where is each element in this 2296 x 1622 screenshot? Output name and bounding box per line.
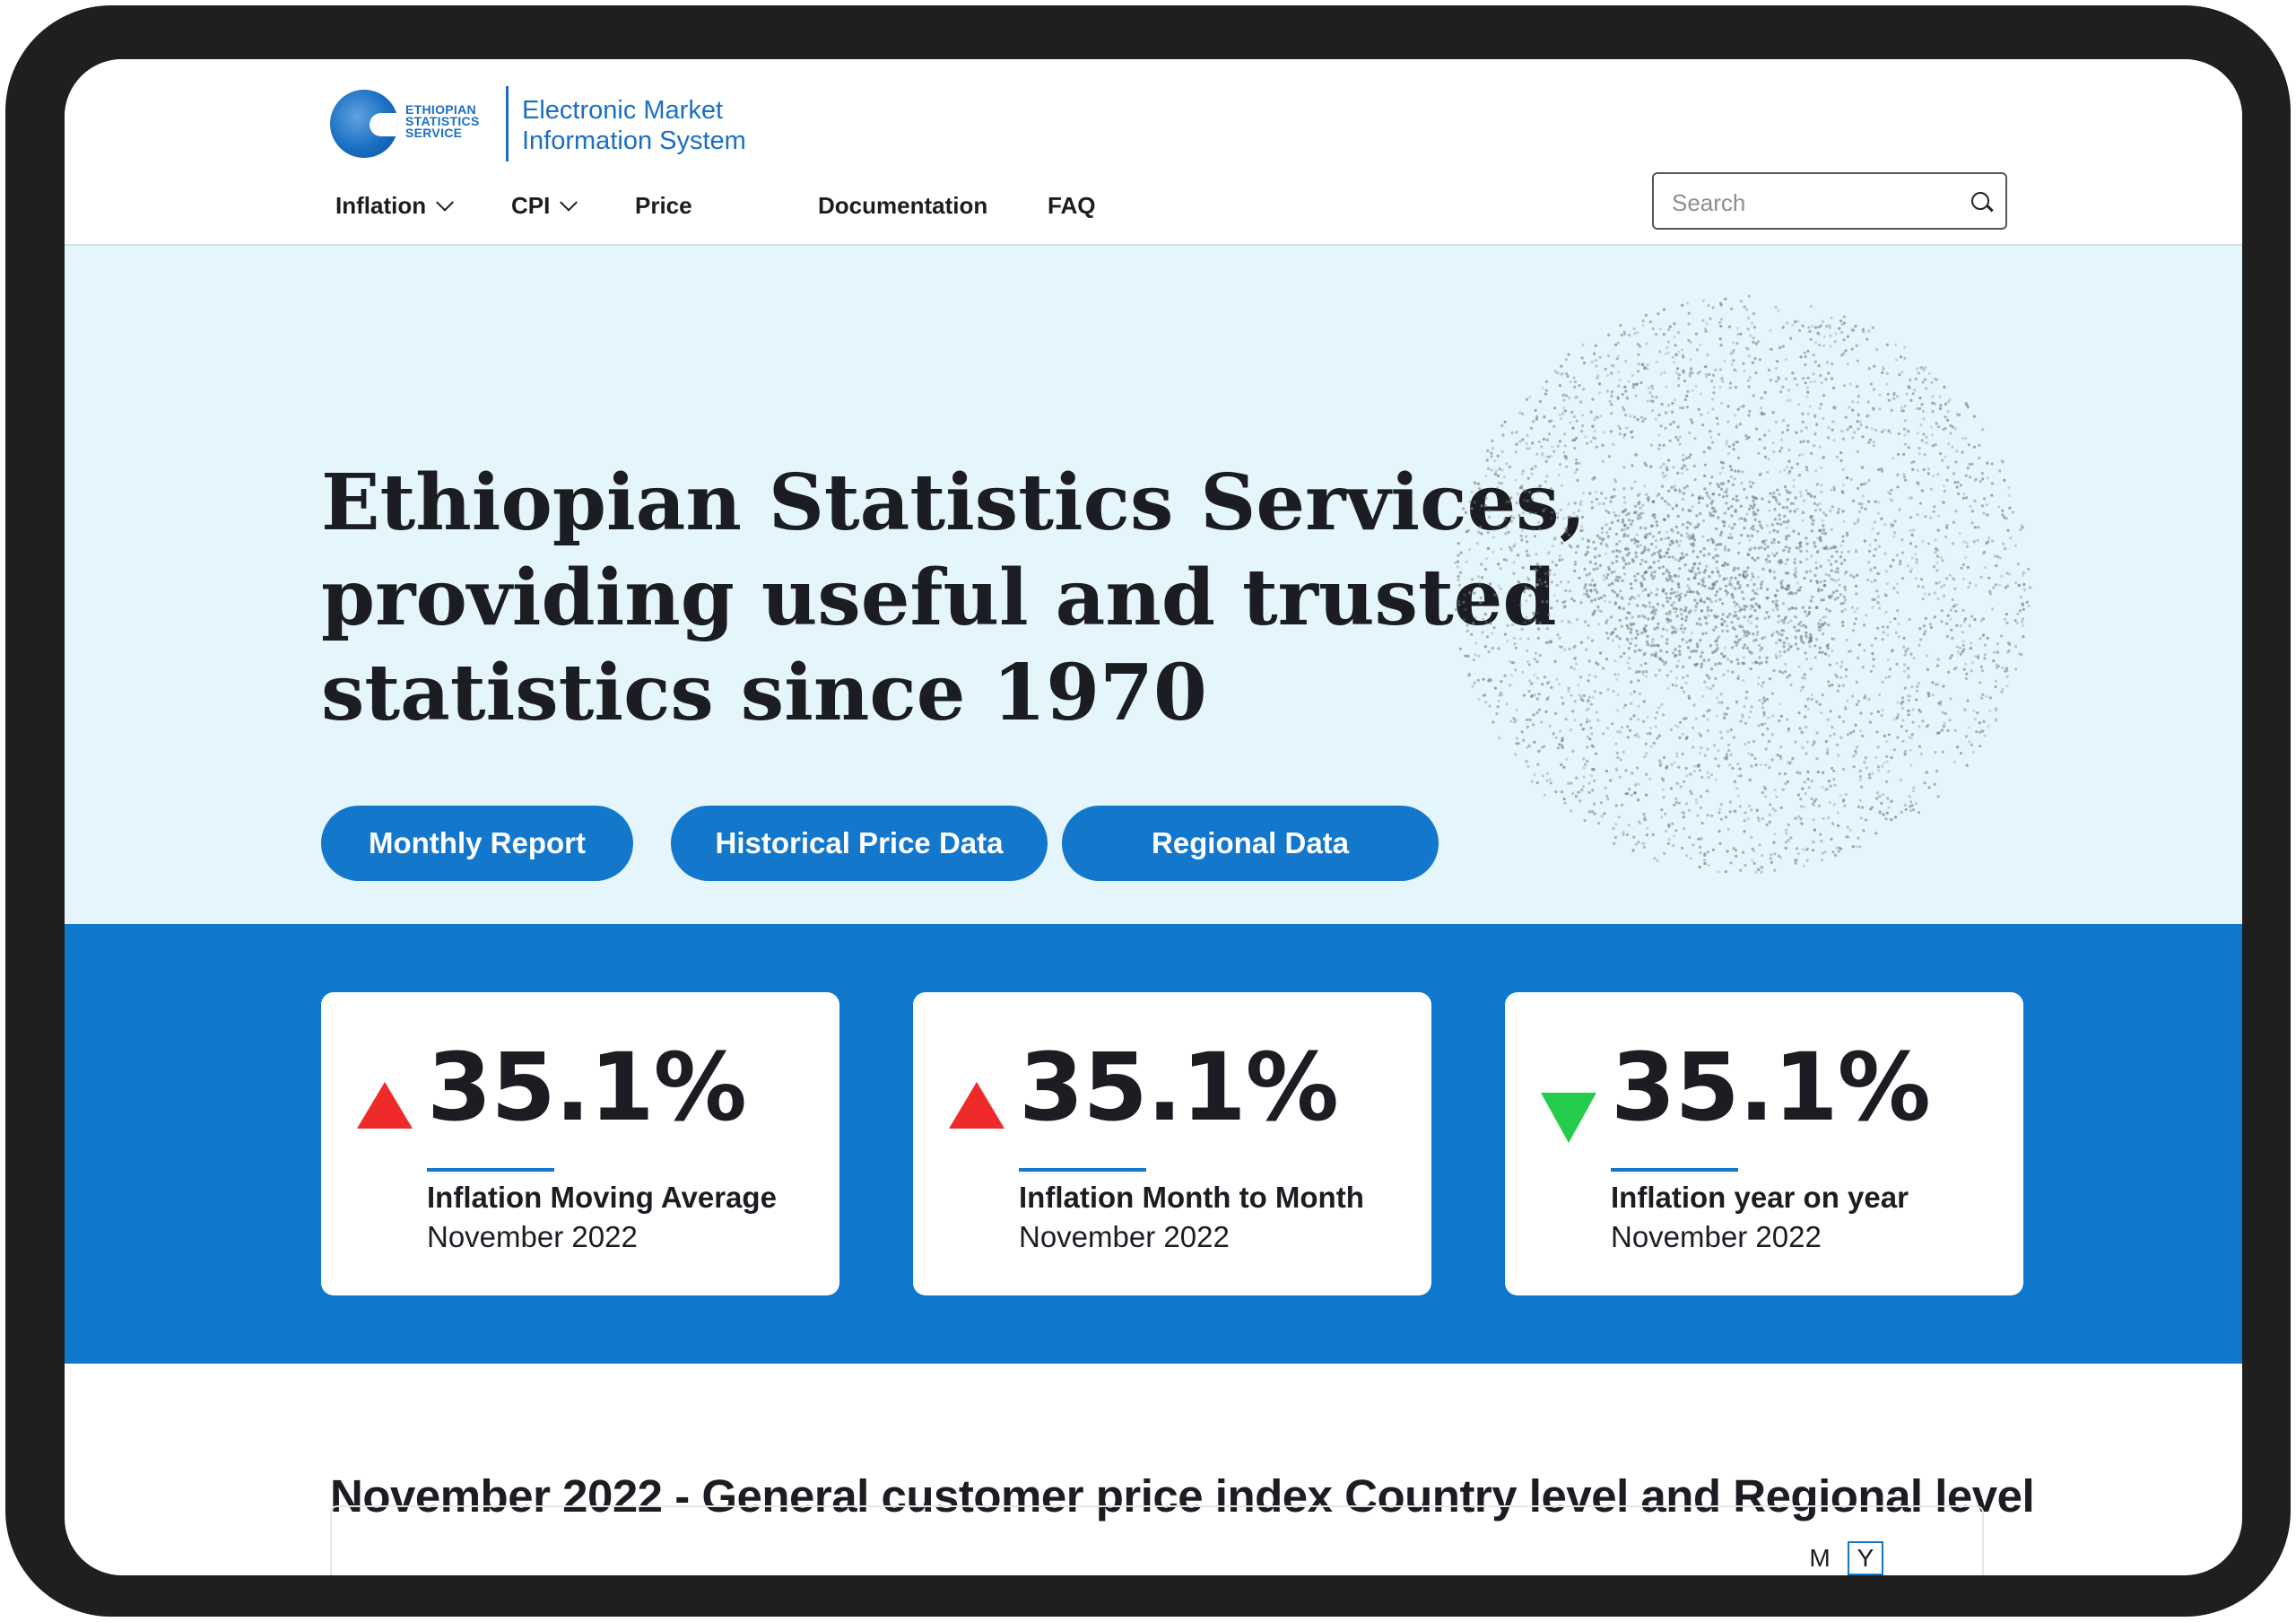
system-name[interactable]: Electronic Market Information System (522, 95, 746, 156)
nav-label-documentation: Documentation (818, 192, 988, 219)
stat-date: November 2022 (1019, 1220, 1230, 1253)
screen: ETHIOPIAN STATISTICS SERVICE Electronic … (65, 59, 2242, 1575)
stat-underline (1611, 1168, 1738, 1172)
stat-date: November 2022 (1611, 1220, 1822, 1253)
stat-value: 35.1% (427, 1033, 747, 1142)
search-icon[interactable] (1971, 192, 1989, 210)
stat-underline (1019, 1168, 1146, 1172)
stat-card-month-to-month: 35.1% Inflation Month to Month November … (913, 992, 1431, 1295)
org-logo-text: ETHIOPIAN STATISTICS SERVICE (405, 102, 491, 140)
monthly-report-button[interactable]: Monthly Report (321, 806, 633, 881)
hero-title-line-1: Ethiopian Statistics Services, (321, 457, 1587, 548)
stat-label: Inflation Moving Average (427, 1181, 777, 1214)
search-input[interactable] (1670, 185, 1961, 221)
org-logo-line-2: STATISTICS (405, 114, 480, 128)
site-header: ETHIOPIAN STATISTICS SERVICE Electronic … (65, 59, 2242, 246)
hero-title-line-3: statistics since 1970 (321, 647, 1207, 738)
nav-label-faq: FAQ (1048, 192, 1096, 219)
cpi-section-title: November 2022 - General customer price i… (330, 1470, 2035, 1522)
org-logo-line-3: SERVICE (405, 126, 463, 140)
hero-title: Ethiopian Statistics Services, providing… (321, 456, 1587, 741)
nav-label-inflation: Inflation (335, 192, 427, 219)
regional-data-button[interactable]: Regional Data (1062, 806, 1439, 881)
cpi-chart-container (330, 1505, 1984, 1575)
stat-value: 35.1% (1019, 1033, 1339, 1142)
historical-price-data-button[interactable]: Historical Price Data (671, 806, 1048, 881)
nav-label-cpi: CPI (511, 192, 551, 219)
org-logo-line-1: ETHIOPIAN (405, 102, 476, 117)
nav-item-price[interactable]: Price (635, 192, 692, 220)
nav-item-cpi[interactable]: CPI (511, 192, 578, 220)
monthly-toggle[interactable]: M (1809, 1544, 1831, 1572)
nav-item-inflation[interactable]: Inflation (335, 192, 454, 220)
stat-value: 35.1% (1611, 1033, 1931, 1142)
system-name-line-2: Information System (522, 126, 746, 155)
stat-label: Inflation Month to Month (1019, 1181, 1364, 1214)
yearly-toggle[interactable]: Y (1848, 1541, 1883, 1575)
stat-underline (427, 1168, 554, 1172)
system-name-line-1: Electronic Market (522, 96, 724, 125)
hero-title-line-2: providing useful and trusted (321, 552, 1557, 643)
trend-up-icon (949, 1082, 1004, 1129)
trend-up-icon (357, 1082, 413, 1129)
stat-label: Inflation year on year (1611, 1181, 1909, 1214)
stat-card-year-on-year: 35.1% Inflation year on year November 20… (1505, 992, 2023, 1295)
trend-down-icon (1541, 1093, 1596, 1143)
ess-logo-globe-icon[interactable] (330, 90, 398, 158)
nav-item-faq[interactable]: FAQ (1048, 192, 1095, 220)
stats-band: 35.1% Inflation Moving Average November … (65, 924, 2242, 1364)
nav-label-price: Price (635, 192, 692, 219)
hero-section: Ethiopian Statistics Services, providing… (65, 246, 2242, 924)
device-frame: ETHIOPIAN STATISTICS SERVICE Electronic … (5, 5, 2291, 1617)
dotted-globe-graphic (1453, 294, 2032, 874)
chevron-down-icon (436, 193, 454, 212)
stat-date: November 2022 (427, 1220, 638, 1253)
search-box (1652, 172, 2007, 230)
logo-divider (506, 86, 509, 161)
stat-card-moving-average: 35.1% Inflation Moving Average November … (321, 992, 839, 1295)
chevron-down-icon (560, 193, 578, 212)
nav-item-documentation[interactable]: Documentation (818, 192, 987, 220)
